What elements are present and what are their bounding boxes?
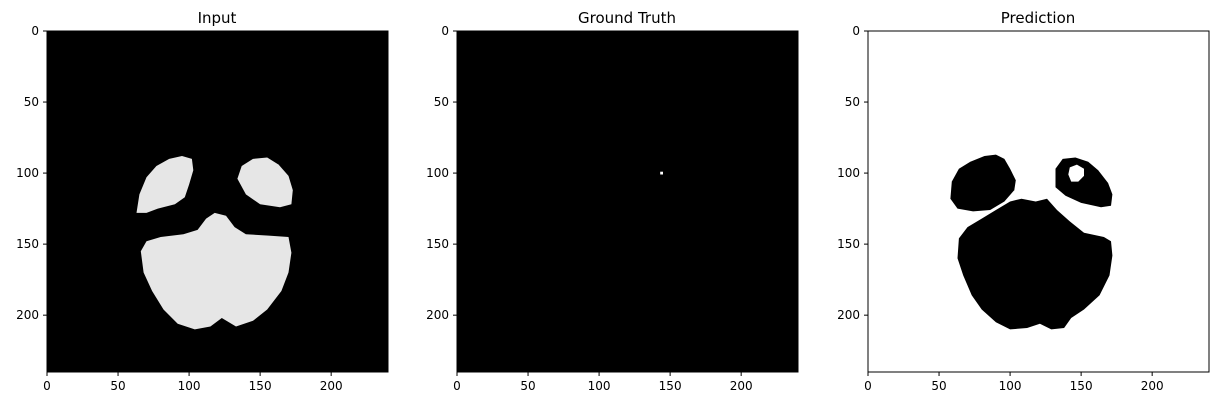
region-left-blob — [950, 154, 1016, 212]
x-tick-label: 200 — [320, 379, 343, 393]
panel-title-input: Input — [198, 9, 237, 27]
y-tick-label: 50 — [845, 95, 860, 109]
region-left-lobe — [136, 156, 194, 213]
x-tick-label: 150 — [249, 379, 272, 393]
axes-frame-ground-truth — [456, 30, 799, 373]
y-tick-label: 200 — [837, 308, 860, 322]
x-tick-label: 50 — [520, 379, 535, 393]
y-tick-label: 150 — [16, 237, 39, 251]
y-tick-label: 100 — [837, 166, 860, 180]
region-main-blob — [957, 198, 1113, 330]
y-tick-label: 100 — [426, 166, 449, 180]
image-background-ground-truth — [457, 31, 798, 372]
panel-title-prediction: Prediction — [1001, 9, 1076, 27]
panel-ground-truth: 0 50 100 150 200 0 50 100 150 200 — [426, 24, 799, 393]
y-tick-label: 0 — [852, 24, 860, 38]
y-tick-label: 50 — [434, 95, 449, 109]
x-tick-label: 0 — [453, 379, 461, 393]
x-tick-label: 100 — [178, 379, 201, 393]
panel-title-ground-truth: Ground Truth — [578, 9, 676, 27]
x-tick-label: 150 — [1070, 379, 1093, 393]
x-tick-label: 150 — [659, 379, 682, 393]
y-tick-label: 100 — [16, 166, 39, 180]
panel-prediction: 0 50 100 150 200 0 50 100 150 200 — [837, 24, 1210, 393]
y-tick-label: 150 — [426, 237, 449, 251]
panel-input: 0 50 100 150 200 0 50 100 150 200 — [16, 24, 389, 393]
x-tick-label: 50 — [110, 379, 125, 393]
y-tick-label: 200 — [16, 308, 39, 322]
region-right-ring-hole — [1068, 164, 1084, 182]
x-tick-label: 100 — [588, 379, 611, 393]
y-tick-label: 0 — [31, 24, 39, 38]
x-tick-label: 50 — [931, 379, 946, 393]
y-tick-label: 200 — [426, 308, 449, 322]
y-tick-label: 50 — [24, 95, 39, 109]
y-tick-label: 150 — [837, 237, 860, 251]
axes-frame-input — [46, 30, 389, 373]
x-tick-label: 200 — [1141, 379, 1164, 393]
x-tick-label: 100 — [999, 379, 1022, 393]
region-right-lobe — [237, 157, 293, 208]
x-tick-label: 200 — [730, 379, 753, 393]
axes-frame-prediction — [867, 30, 1210, 373]
x-tick-label: 0 — [864, 379, 872, 393]
y-tick-label: 0 — [441, 24, 449, 38]
region-lesion — [660, 171, 663, 175]
x-tick-label: 0 — [43, 379, 51, 393]
region-cerebellum — [140, 212, 292, 330]
